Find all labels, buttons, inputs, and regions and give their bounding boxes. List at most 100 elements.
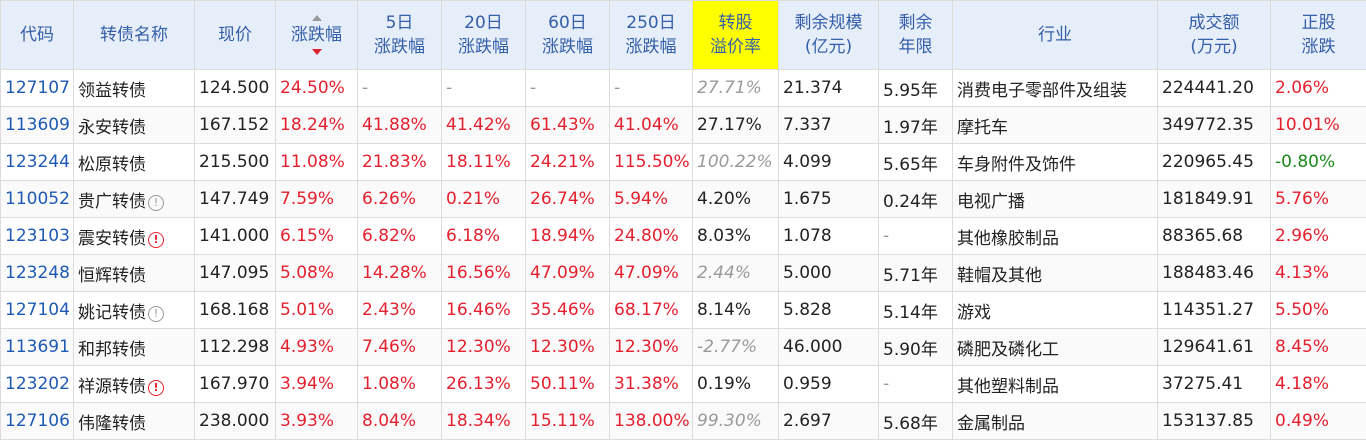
header-remaining[interactable]: 剩余规模 (亿元) (778, 0, 879, 70)
info-icon[interactable]: ! (148, 305, 164, 322)
header-250d[interactable]: 250日 涨跌幅 (609, 0, 693, 70)
industry: 鞋帽及其他 (952, 254, 1158, 292)
bond-name[interactable]: 恒辉转债 (73, 254, 195, 292)
bond-code[interactable]: 127104 (0, 291, 74, 329)
turnover: 224441.20 (1157, 69, 1271, 107)
change: 5.08% (275, 254, 358, 292)
change-20d: - (441, 69, 526, 107)
bond-name[interactable]: 和邦转债 (73, 328, 195, 366)
change-250d: 31.38% (609, 365, 693, 403)
table-row[interactable]: 113691 和邦转债 112.298 4.93% 7.46% 12.30% 12.30% 1… (0, 328, 1366, 366)
conversion-premium: 4.20% (692, 180, 779, 218)
change: 3.93% (275, 402, 358, 440)
conversion-premium: 0.19% (692, 365, 779, 403)
header-years[interactable]: 剩余 年限 (878, 0, 953, 70)
stock-change: 4.18% (1270, 365, 1366, 403)
bond-name[interactable]: 祥源转债! (73, 365, 195, 403)
table-row[interactable]: 110052 贵广转债! 147.749 7.59% 6.26% 0.21% 26.74% 5… (0, 180, 1366, 218)
change-5d: 6.82% (357, 217, 442, 255)
header-20d[interactable]: 20日 涨跌幅 (441, 0, 526, 70)
price: 167.970 (194, 365, 276, 403)
change-60d: 15.11% (525, 402, 610, 440)
bond-name[interactable]: 震安转债! (73, 217, 195, 255)
stock-change: 10.01% (1270, 106, 1366, 144)
change-20d: 12.30% (441, 328, 526, 366)
bond-code[interactable]: 110052 (0, 180, 74, 218)
change-20d: 26.13% (441, 365, 526, 403)
industry: 摩托车 (952, 106, 1158, 144)
stock-change: -0.80% (1270, 143, 1366, 181)
remaining-size: 46.000 (778, 328, 879, 366)
change-5d: 8.04% (357, 402, 442, 440)
bond-name[interactable]: 姚记转债! (73, 291, 195, 329)
table-row[interactable]: 123202 祥源转债! 167.970 3.94% 1.08% 26.13% 50.11%… (0, 365, 1366, 403)
table-row[interactable]: 123248 恒辉转债 147.095 5.08% 14.28% 16.56% 47.09%… (0, 254, 1366, 292)
info-icon[interactable]: ! (148, 194, 164, 211)
price: 215.500 (194, 143, 276, 181)
turnover: 220965.45 (1157, 143, 1271, 181)
header-5d[interactable]: 5日 涨跌幅 (357, 0, 442, 70)
bond-code[interactable]: 123103 (0, 217, 74, 255)
change: 7.59% (275, 180, 358, 218)
bond-name[interactable]: 松原转债 (73, 143, 195, 181)
price: 112.298 (194, 328, 276, 366)
change: 6.15% (275, 217, 358, 255)
header-name[interactable]: 转债名称 (73, 0, 195, 70)
header-change[interactable]: 涨跌幅 (275, 0, 358, 70)
change: 5.01% (275, 291, 358, 329)
change: 11.08% (275, 143, 358, 181)
change-60d: 35.46% (525, 291, 610, 329)
header-price[interactable]: 现价 (194, 0, 276, 70)
remaining-size: 7.337 (778, 106, 879, 144)
table-row[interactable]: 123244 松原转债 215.500 11.08% 21.83% 18.11% 24.21… (0, 143, 1366, 181)
bond-code[interactable]: 123248 (0, 254, 74, 292)
table-row[interactable]: 123103 震安转债! 141.000 6.15% 6.82% 6.18% 18.94% 2… (0, 217, 1366, 255)
change-250d: 12.30% (609, 328, 693, 366)
bond-name[interactable]: 永安转债 (73, 106, 195, 144)
table-row[interactable]: 127106 伟隆转债 238.000 3.93% 8.04% 18.34% 15.11% 1… (0, 402, 1366, 440)
conversion-premium: 2.44% (692, 254, 779, 292)
header-industry[interactable]: 行业 (952, 0, 1158, 70)
remaining-years: 1.97年 (878, 106, 953, 144)
remaining-years: - (878, 365, 953, 403)
header-turnover[interactable]: 成交额 (万元) (1157, 0, 1271, 70)
change-20d: 0.21% (441, 180, 526, 218)
sort-up-icon[interactable] (311, 15, 322, 21)
conversion-premium: 8.14% (692, 291, 779, 329)
bond-code[interactable]: 127107 (0, 69, 74, 107)
alert-icon[interactable]: ! (148, 379, 164, 396)
change-20d: 16.46% (441, 291, 526, 329)
bond-code[interactable]: 123202 (0, 365, 74, 403)
remaining-size: 1.675 (778, 180, 879, 218)
conversion-premium: 8.03% (692, 217, 779, 255)
header-code[interactable]: 代码 (0, 0, 74, 70)
table-row[interactable]: 113609 永安转债 167.152 18.24% 41.88% 41.42% 61.43… (0, 106, 1366, 144)
bond-name[interactable]: 贵广转债! (73, 180, 195, 218)
change-5d: 14.28% (357, 254, 442, 292)
sort-down-icon[interactable] (311, 49, 322, 55)
header-stock-change[interactable]: 正股 涨跌 (1270, 0, 1366, 70)
change-5d: 2.43% (357, 291, 442, 329)
change-60d: 50.11% (525, 365, 610, 403)
change-60d: 24.21% (525, 143, 610, 181)
change: 3.94% (275, 365, 358, 403)
change-60d: 26.74% (525, 180, 610, 218)
alert-icon[interactable]: ! (148, 231, 164, 248)
bond-code[interactable]: 113609 (0, 106, 74, 144)
conversion-premium: 99.30% (692, 402, 779, 440)
header-premium[interactable]: 转股 溢价率 (692, 0, 779, 70)
stock-change: 8.45% (1270, 328, 1366, 366)
price: 147.749 (194, 180, 276, 218)
remaining-years: 5.65年 (878, 143, 953, 181)
table-row[interactable]: 127107 领益转债 124.500 24.50% - - - -27.71% 21.374 5… (0, 69, 1366, 107)
change-250d: 24.80% (609, 217, 693, 255)
price: 238.000 (194, 402, 276, 440)
industry: 消费电子零部件及组装 (952, 69, 1158, 107)
table-row[interactable]: 127104 姚记转债! 168.168 5.01% 2.43% 16.46% 35.46%… (0, 291, 1366, 329)
header-60d[interactable]: 60日 涨跌幅 (525, 0, 610, 70)
bond-name[interactable]: 领益转债 (73, 69, 195, 107)
bond-code[interactable]: 123244 (0, 143, 74, 181)
bond-code[interactable]: 113691 (0, 328, 74, 366)
bond-name[interactable]: 伟隆转债 (73, 402, 195, 440)
bond-code[interactable]: 127106 (0, 402, 74, 440)
